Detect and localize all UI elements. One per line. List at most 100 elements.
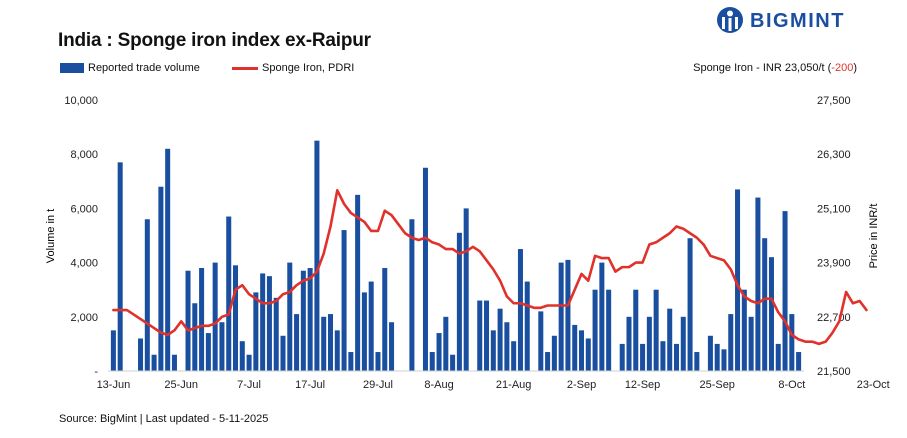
x-tick-label: 13-Jun: [97, 379, 131, 391]
x-tick-label: 17-Jul: [295, 379, 325, 391]
volume-bar: [504, 322, 510, 371]
x-tick-label: 7-Jul: [237, 379, 261, 391]
y-tick-label: 8,000: [70, 149, 98, 161]
y2-tick-label: 26,300: [817, 149, 851, 161]
volume-bar: [558, 262, 564, 371]
volume-bar: [341, 230, 347, 371]
volume-bar: [375, 352, 381, 371]
volume-bar: [592, 289, 598, 371]
volume-bar: [741, 289, 747, 371]
x-tick-label: 8-Aug: [424, 379, 453, 391]
volume-bar: [497, 308, 503, 371]
x-tick-label: 25-Jun: [164, 379, 198, 391]
volume-bar: [646, 316, 652, 371]
volume-bar: [789, 314, 795, 371]
volume-bar: [361, 292, 367, 371]
volume-bar: [273, 297, 279, 371]
y2-tick-label: 25,100: [817, 203, 851, 215]
bigmint-logo-icon: [717, 7, 743, 33]
y-tick-label: 4,000: [70, 258, 98, 270]
volume-bar: [382, 268, 388, 371]
volume-bar: [714, 343, 720, 371]
volume-bar: [219, 322, 225, 371]
volume-bar: [796, 352, 802, 371]
volume-bar: [158, 186, 164, 371]
volume-bar: [775, 343, 781, 371]
volume-bar: [436, 333, 442, 371]
volume-bar: [368, 281, 374, 371]
volume-bar: [185, 270, 191, 371]
volume-bar: [633, 289, 639, 371]
volume-bar: [511, 341, 517, 371]
x-axis: 13-Jun 25-Jun 7-Jul 17-Jul 29-Jul 8-Aug 21-Aug…: [97, 379, 890, 391]
x-tick-label: 2-Sep: [567, 379, 596, 391]
volume-bar: [762, 238, 768, 371]
volume-bar: [579, 330, 585, 371]
price-note-suffix: ): [853, 62, 857, 74]
volume-bar: [144, 219, 150, 371]
volume-bar: [294, 314, 300, 371]
volume-bar: [606, 289, 612, 371]
volume-bar: [551, 335, 557, 371]
y2-tick-label: 23,900: [817, 258, 851, 270]
volume-bar: [314, 140, 320, 371]
volume-bar: [321, 316, 327, 371]
bigmint-logo: BIGMINT: [716, 6, 876, 36]
y-tick-label: 10,000: [64, 95, 98, 107]
x-tick-label: 25-Sep: [699, 379, 734, 391]
price-note: Sponge Iron - INR 23,050/t (-200): [693, 62, 857, 74]
x-tick-label: 12-Sep: [625, 379, 660, 391]
volume-bar: [463, 208, 469, 371]
legend-item-volume: Reported trade volume: [60, 62, 200, 74]
legend-label-price: Sponge Iron, PDRI: [262, 62, 355, 74]
volume-bar: [755, 197, 761, 371]
y2-axis-label: Price in INR/t: [868, 204, 880, 269]
y2-tick-label: 27,500: [817, 95, 851, 107]
volume-bar: [226, 216, 232, 371]
y-tick-label: 2,000: [70, 312, 98, 324]
volume-bar: [280, 335, 286, 371]
volume-bar: [389, 322, 395, 371]
volume-bar: [266, 276, 272, 371]
volume-bar: [545, 352, 551, 371]
bigmint-wordmark: BIGMINT: [750, 10, 845, 32]
volume-bar: [233, 265, 239, 371]
y2-tick-label: 21,500: [817, 366, 851, 378]
volume-bar: [334, 330, 340, 371]
y-axis-left: - 2,000 4,000 6,000 8,000 10,000: [64, 95, 98, 378]
legend-swatch-bar: [60, 63, 84, 73]
volume-bar: [110, 330, 116, 371]
volume-bar: [355, 194, 361, 371]
volume-bar: [748, 316, 754, 371]
x-tick-label: 29-Jul: [363, 379, 393, 391]
price-line: [112, 189, 868, 346]
volume-bar: [450, 354, 456, 371]
volume-bar: [348, 352, 354, 371]
volume-bar: [680, 316, 686, 371]
volume-bar: [585, 338, 591, 371]
volume-bar: [199, 268, 205, 371]
volume-bar: [626, 316, 632, 371]
volume-bar: [477, 300, 483, 371]
legend-label-volume: Reported trade volume: [88, 62, 200, 74]
y-axis-label: Volume in t: [45, 209, 57, 263]
volume-bar: [524, 281, 530, 371]
price-note-prefix: Sponge Iron - INR 23,050/t (: [693, 62, 832, 74]
volume-bar: [653, 289, 659, 371]
volume-bar: [660, 341, 666, 371]
price-line-layer: [112, 189, 868, 346]
volume-bar: [599, 262, 605, 371]
legend-item-price: Sponge Iron, PDRI: [232, 62, 354, 74]
y-tick-label: 6,000: [70, 203, 98, 215]
volume-bar: [307, 268, 313, 371]
volume-bar: [517, 249, 523, 371]
x-tick-label: 8-Oct: [778, 379, 805, 391]
volume-bar: [429, 352, 435, 371]
volume-bar: [673, 343, 679, 371]
volume-bar: [728, 314, 734, 371]
volume-bar: [619, 343, 625, 371]
volume-bar: [212, 262, 218, 371]
volume-bar: [117, 162, 123, 371]
price-change: -200: [831, 62, 854, 74]
